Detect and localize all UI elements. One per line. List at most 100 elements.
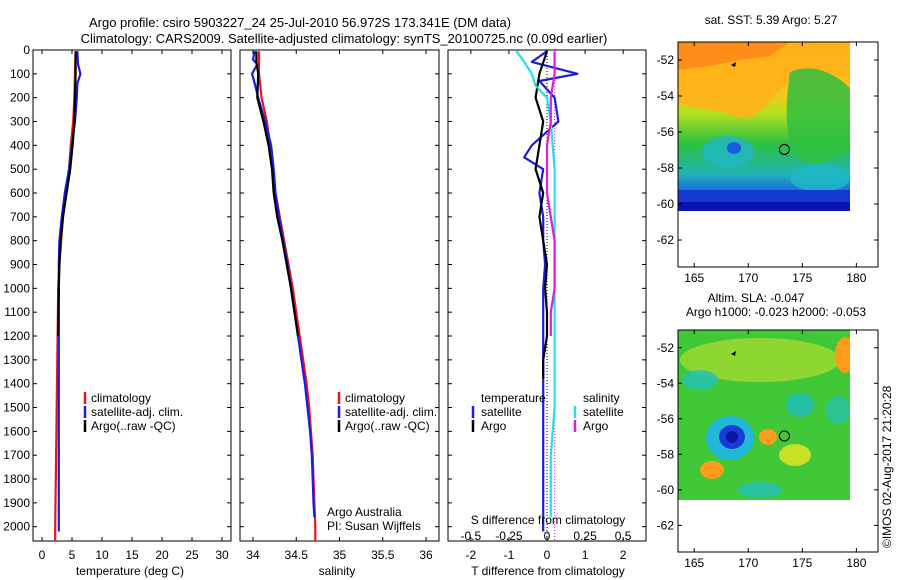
x-tick-label: 10	[95, 548, 109, 562]
credit-text: ©IMOS 02-Aug-2017 21:20:28	[880, 385, 894, 548]
figure-title: Argo profile: csiro 5903227_24 25-Jul-20…	[89, 15, 511, 30]
s-tick-label: 0.25	[573, 529, 597, 543]
lat-tick-label: -52	[657, 53, 675, 67]
difference-panel: -2 -1 0 1 2 temperature satellite Argo salin…	[447, 49, 647, 578]
depth-tick-label: 1200	[3, 329, 30, 343]
sla-orange-east	[759, 429, 777, 445]
sst-map-frame	[677, 41, 879, 268]
x-tick-label: 0	[544, 548, 551, 562]
sla-map-ticks: 165 170 175 180 -52 -54 -56 -58 -60 -62	[657, 330, 878, 570]
sla-light-band	[680, 338, 840, 382]
sla-eddy-center	[726, 431, 738, 443]
x-tick-label: 34	[246, 548, 260, 562]
sla-orange-top-right	[835, 337, 850, 373]
temperature-axis-label: temperature (deg C)	[76, 564, 184, 578]
lat-tick-label: -54	[657, 89, 675, 103]
temperature-ticks: 0100200300400500600700800900100011001200…	[3, 43, 231, 562]
x-tick-label: 36	[419, 548, 433, 562]
argo-line	[255, 51, 300, 337]
salinity-legend: climatology satellite-adj. clim. Argo(..…	[337, 391, 437, 433]
x-tick-label: 1	[582, 548, 589, 562]
sla-yellow-east	[779, 444, 811, 466]
argo-line	[57, 51, 77, 337]
s-tick-label: -0.25	[495, 529, 523, 543]
depth-tick-label: 300	[10, 115, 30, 129]
sst-green-east	[786, 68, 850, 164]
x-tick-label: -1	[504, 548, 515, 562]
sst-track-marker	[731, 62, 736, 67]
lon-tick-label: 170	[738, 271, 758, 285]
sla-map-title: Altim. SLA: -0.047	[708, 291, 805, 305]
sla-cyan-south	[738, 482, 782, 498]
salinity-frame	[239, 49, 440, 542]
sst-coldest-band	[678, 202, 850, 211]
x-tick-label: 0	[39, 548, 46, 562]
depth-tick-label: 1500	[3, 401, 30, 415]
x-tick-label: 15	[125, 548, 139, 562]
legend-label-satellite: satellite-adj. clim.	[345, 405, 437, 419]
depth-tick-label: 600	[10, 186, 30, 200]
sla-map: Altim. SLA: -0.047 Argo h1000: -0.023 h2…	[657, 291, 879, 570]
depth-tick-label: 1800	[3, 472, 30, 486]
sla-cyan-east	[786, 393, 814, 417]
legend-label-t-argo: Argo	[481, 419, 507, 433]
lat-tick-label: -60	[657, 197, 675, 211]
legend-label-argo: Argo(..raw -QC)	[91, 419, 176, 433]
s-tick-label: 0.5	[615, 529, 632, 543]
lat-tick-label: -60	[657, 483, 675, 497]
sst-cyan-patch-west	[702, 136, 754, 168]
lat-tick-label: -58	[657, 161, 675, 175]
lon-tick-label: 170	[738, 556, 758, 570]
difference-legend-temperature: temperature satellite Argo	[471, 391, 546, 433]
lat-tick-label: -54	[657, 376, 675, 390]
legend-label-s-argo: Argo	[583, 419, 609, 433]
salinity-axis-label: salinity	[319, 564, 356, 578]
depth-tick-label: 200	[10, 91, 30, 105]
annotation-argo-australia: Argo Australia	[327, 505, 402, 519]
lat-tick-label: -62	[657, 233, 675, 247]
depth-tick-label: 1000	[3, 281, 30, 295]
lat-tick-label: -52	[657, 341, 675, 355]
s-difference-axis-label: S difference from climatology	[471, 513, 626, 527]
depth-tick-label: 1900	[3, 496, 30, 510]
t-argo-line	[534, 50, 549, 379]
sst-field	[678, 42, 850, 211]
s-difference-tick-labels: -0.5 -0.25 0 0.25 0.5	[461, 529, 632, 543]
t-difference-axis-label: T difference from climatology	[471, 564, 625, 578]
s-tick-label: 0	[544, 529, 551, 543]
depth-tick-label: 2000	[3, 520, 30, 534]
temperature-panel: 0100200300400500600700800900100011001200…	[3, 43, 232, 578]
depth-tick-label: 100	[10, 67, 30, 81]
legend-label-t-satellite: satellite	[481, 405, 522, 419]
x-tick-label: 34.5	[285, 548, 309, 562]
s-tick-label: -0.5	[461, 529, 482, 543]
depth-tick-label: 1100	[4, 305, 30, 319]
annotation-pi: PI: Susan Wijffels	[327, 519, 421, 533]
depth-tick-label: 1300	[3, 353, 30, 367]
depth-tick-label: 1700	[3, 448, 30, 462]
lon-tick-label: 175	[792, 556, 812, 570]
lat-tick-label: -56	[657, 125, 675, 139]
x-tick-label: 20	[155, 548, 169, 562]
depth-tick-label: 900	[10, 258, 30, 272]
depth-tick-label: 500	[10, 162, 30, 176]
legend-label-satellite: satellite-adj. clim.	[91, 405, 183, 419]
sla-track-marker	[731, 351, 736, 356]
x-tick-label: 2	[620, 548, 627, 562]
difference-legend-salinity: salinity satellite Argo	[573, 391, 624, 433]
x-tick-label: 30	[215, 548, 229, 562]
sst-warm-core	[678, 42, 790, 70]
lat-tick-label: -58	[657, 447, 675, 461]
s-argo-line	[545, 51, 556, 336]
depth-tick-label: 700	[10, 210, 30, 224]
figure-subtitle: Climatology: CARS2009. Satellite-adjuste…	[81, 31, 608, 46]
satellite-line	[57, 51, 82, 532]
salinity-ticks: 34 34.5 35 35.5 36	[240, 49, 439, 562]
legend-label-climatology: climatology	[345, 391, 405, 405]
sla-orange-south-west	[700, 461, 724, 479]
x-tick-label: 5	[69, 548, 76, 562]
x-tick-label: 35	[333, 548, 347, 562]
legend-label-climatology: climatology	[91, 391, 151, 405]
climatology-line	[257, 51, 317, 541]
temperature-legend: climatology satellite-adj. clim. Argo(..…	[83, 391, 183, 433]
